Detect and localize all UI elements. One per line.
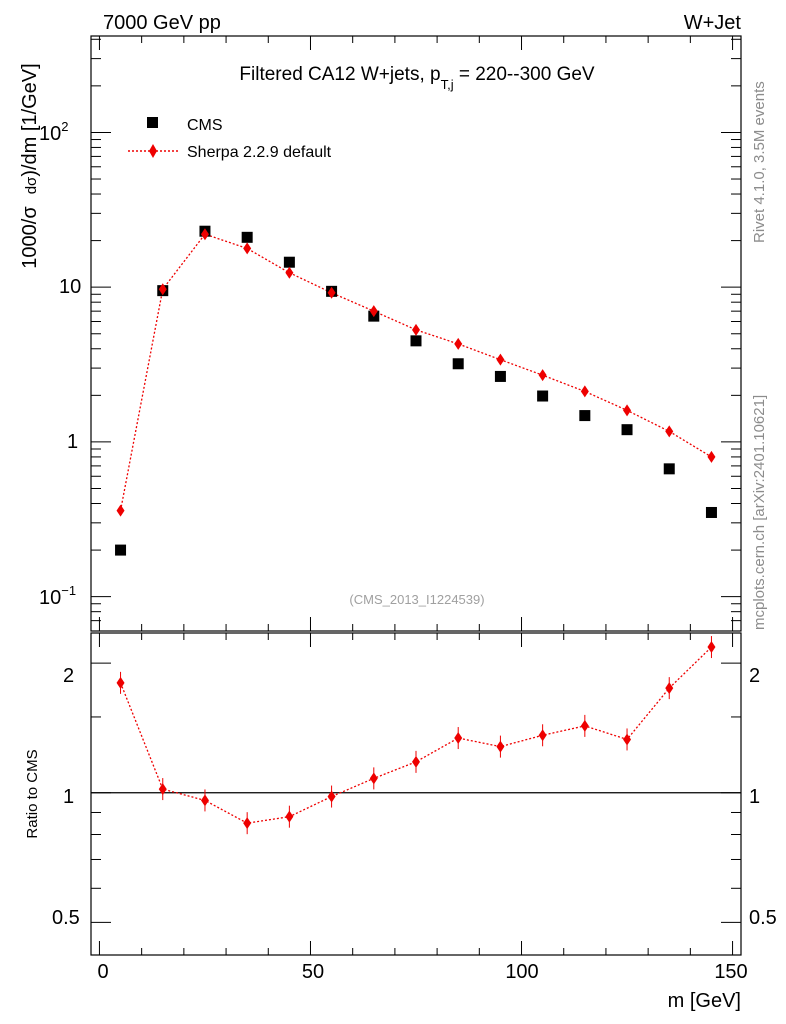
rivet-label: Rivet 4.1.0, 3.5M events [751,81,768,243]
mc-point [538,369,547,382]
ratio-point [158,783,167,796]
ratio-ytick-label-2: 2 [63,665,74,687]
mc-point [707,450,716,463]
legend-data-label: CMS [187,117,223,134]
ratio-point [580,719,589,732]
mc-point [158,283,167,296]
data-point [494,370,506,382]
data-point [283,256,295,268]
main-ylabel: 1000/σ dσ)/dm [1/GeV] [19,63,41,268]
data-point [537,390,549,402]
legend-mc-label: Sherpa 2.2.9 default [187,144,332,161]
main-ytick-label-1: 1 [67,431,78,453]
data-point [115,544,127,556]
ratio-point [116,676,125,689]
ratio-point [327,790,336,803]
xtick-label-50: 50 [302,961,324,983]
ratio-ytick-label-1-right: 1 [749,786,760,808]
legend: CMS Sherpa 2.2.9 default [128,117,332,161]
data-point [241,231,253,243]
mc-point [412,323,420,336]
main-ytick-label-0.1: 10−1 [39,583,76,609]
main-ytick-label-100: 102 [39,119,68,145]
mc-point [665,425,674,438]
plot-title-suffix: = 220--300 GeV [454,64,595,85]
plot-title-prefix: Filtered CA12 W+jets, p [239,64,440,85]
mc-point [623,404,632,417]
mc-point [580,385,589,398]
main-ylabel-right: )/dm [1/GeV] [19,63,41,176]
mc-point [200,228,209,241]
ratio-point [665,682,674,695]
main-ylabel-mid: dσ [23,176,40,194]
analysis-tag: (CMS_2013_I1224539) [349,592,484,607]
ratio-ytick-label-0.5: 0.5 [52,907,80,929]
data-point [663,463,675,475]
ratio-ylabel: Ratio to CMS [24,749,41,838]
data-point [579,410,591,422]
mc-point [243,242,252,255]
axis-ticks [91,36,741,955]
plot-title: Filtered CA12 W+jets, pT,j = 220--300 Ge… [239,64,595,92]
header-left: 7000 GeV pp [103,12,221,34]
ratio-line [119,646,712,824]
ratio-point [496,740,505,753]
mc-line [119,233,712,511]
header-right: W+Jet [684,12,742,34]
legend-mc-marker [149,144,157,158]
ratio-point [243,817,252,830]
data-point [410,335,422,347]
main-panel-marks [115,225,717,556]
ratio-point [538,729,547,742]
main-ytick-label-10: 10 [59,276,81,298]
main-ylabel-left: 1000/σ [19,206,41,269]
mc-point [285,266,294,279]
xtick-label-100: 100 [505,961,538,983]
mc-point [369,305,378,318]
mc-point [496,353,505,366]
data-point [705,506,717,518]
ratio-panel-frame [90,632,742,956]
ratio-ytick-label-0.5-right: 0.5 [749,907,777,929]
legend-data-marker [147,117,158,128]
ratio-point [285,810,294,823]
plot-title-subscript: T,j [441,77,454,92]
mc-point [327,286,336,299]
mc-point [116,504,125,517]
xtick-label-150: 150 [714,961,747,983]
xlabel: m [GeV] [668,990,741,1012]
ratio-point [200,794,209,807]
mc-point [454,337,463,350]
ratio-point [454,732,463,745]
ratio-point [412,755,420,768]
ratio-ytick-label-1: 1 [63,786,74,808]
mcplots-label: mcplots.cern.ch [arXiv:2401.10621] [751,395,768,630]
data-point [452,358,464,370]
ratio-panel-marks [91,636,741,835]
ratio-point [369,772,378,785]
ratio-point [623,733,632,746]
ratio-ytick-label-2-right: 2 [749,665,760,687]
xtick-label-0: 0 [97,961,108,983]
data-point [621,424,633,436]
ratio-point [707,641,716,654]
